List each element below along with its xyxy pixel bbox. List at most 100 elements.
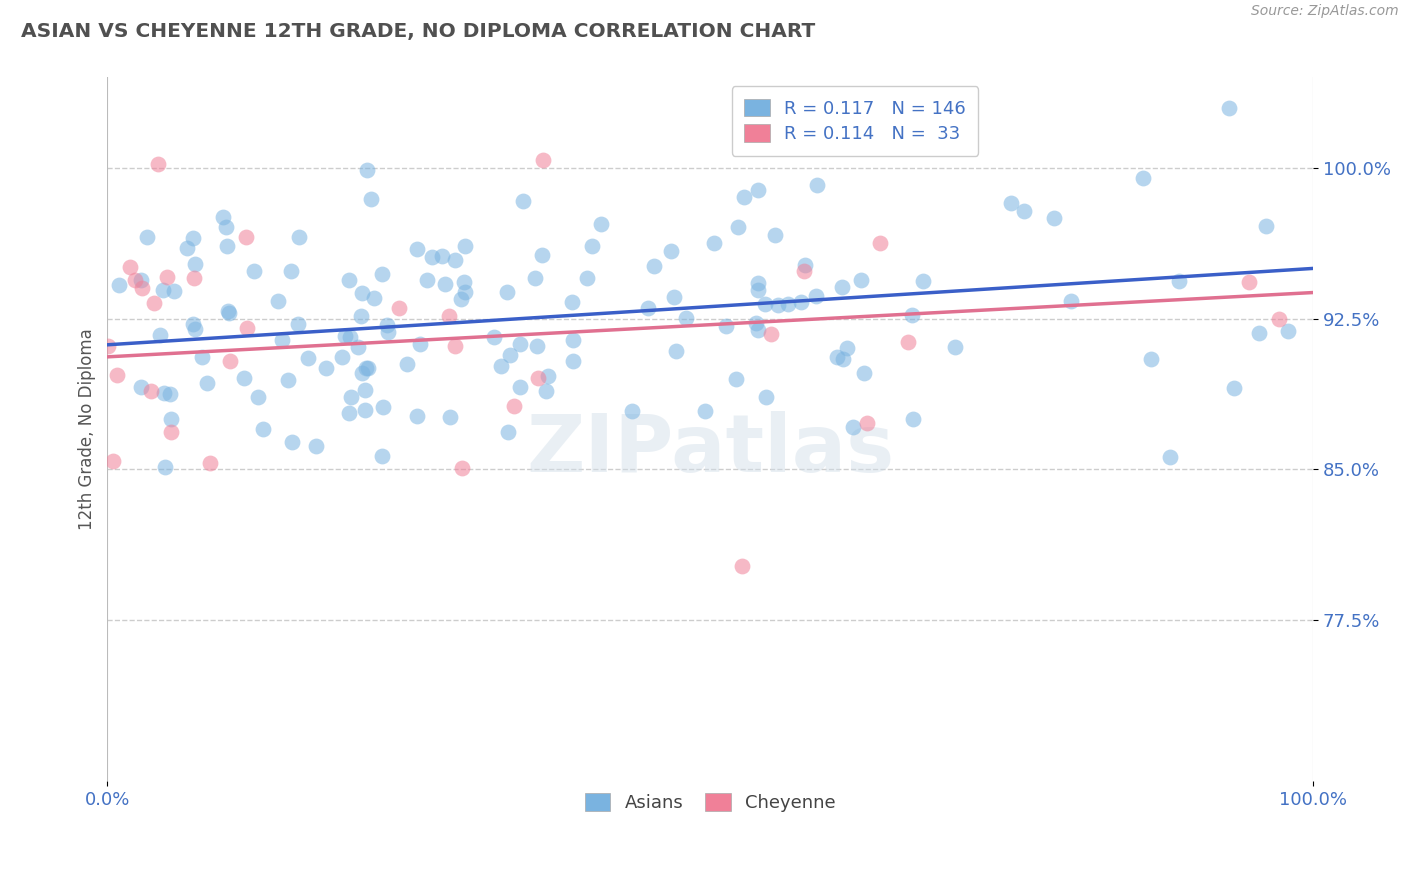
Y-axis label: 12th Grade, No Diploma: 12th Grade, No Diploma [79,328,96,530]
Point [1167,274,1189,288]
Point [215,238,238,252]
Point [159,412,181,426]
Point [1159,450,1181,464]
Point [725,372,748,386]
Point [912,275,935,289]
Point [337,406,360,420]
Point [1277,324,1299,338]
Point [287,230,309,244]
Point [297,351,319,366]
Point [350,286,373,301]
Point [370,449,392,463]
Point [136,230,159,244]
Point [152,283,174,297]
Point [897,335,920,350]
Point [354,402,377,417]
Point [482,330,505,344]
Point [509,336,531,351]
Point [835,341,858,355]
Point [339,273,361,287]
Point [360,192,382,206]
Point [450,292,472,306]
Point [731,559,754,574]
Point [1249,326,1271,340]
Point [1059,293,1081,308]
Point [502,399,524,413]
Point [576,271,599,285]
Point [184,257,207,271]
Point [524,271,547,285]
Point [218,306,240,320]
Point [271,333,294,347]
Point [755,390,778,404]
Point [217,304,239,318]
Point [340,390,363,404]
Point [901,308,924,322]
Point [198,456,221,470]
Point [280,264,302,278]
Point [247,390,270,404]
Point [107,368,129,382]
Point [350,366,373,380]
Point [763,228,786,243]
Point [405,409,427,424]
Point [153,385,176,400]
Point [416,273,439,287]
Point [662,290,685,304]
Point [643,259,665,273]
Point [534,384,557,398]
Point [831,352,853,367]
Point [377,325,399,339]
Point [695,404,717,418]
Point [195,376,218,390]
Point [148,327,170,342]
Point [439,409,461,424]
Point [770,140,793,154]
Point [509,379,531,393]
Point [527,370,550,384]
Point [768,298,790,312]
Point [146,157,169,171]
Point [266,294,288,309]
Point [118,260,141,274]
Point [1000,196,1022,211]
Point [1140,352,1163,367]
Point [437,309,460,323]
Point [432,249,454,263]
Point [315,360,337,375]
Point [339,330,361,344]
Point [869,236,891,251]
Point [181,231,204,245]
Point [131,380,153,394]
Point [659,244,682,259]
Point [108,277,131,292]
Point [561,294,583,309]
Point [665,343,688,358]
Point [512,194,534,209]
Point [1014,204,1036,219]
Point [131,281,153,295]
Point [354,384,377,398]
Point [349,310,371,324]
Point [183,271,205,285]
Point [444,339,467,353]
Point [851,273,873,287]
Point [562,333,585,347]
Point [842,419,865,434]
Point [591,217,613,231]
Point [181,317,204,331]
Point [496,425,519,439]
Point [129,273,152,287]
Point [363,291,385,305]
Point [747,284,769,298]
Point [637,301,659,315]
Point [531,153,554,168]
Point [454,285,477,300]
Point [219,353,242,368]
Point [388,301,411,315]
Point [806,289,828,303]
Point [277,373,299,387]
Point [305,439,328,453]
Point [1222,381,1244,395]
Point [620,403,643,417]
